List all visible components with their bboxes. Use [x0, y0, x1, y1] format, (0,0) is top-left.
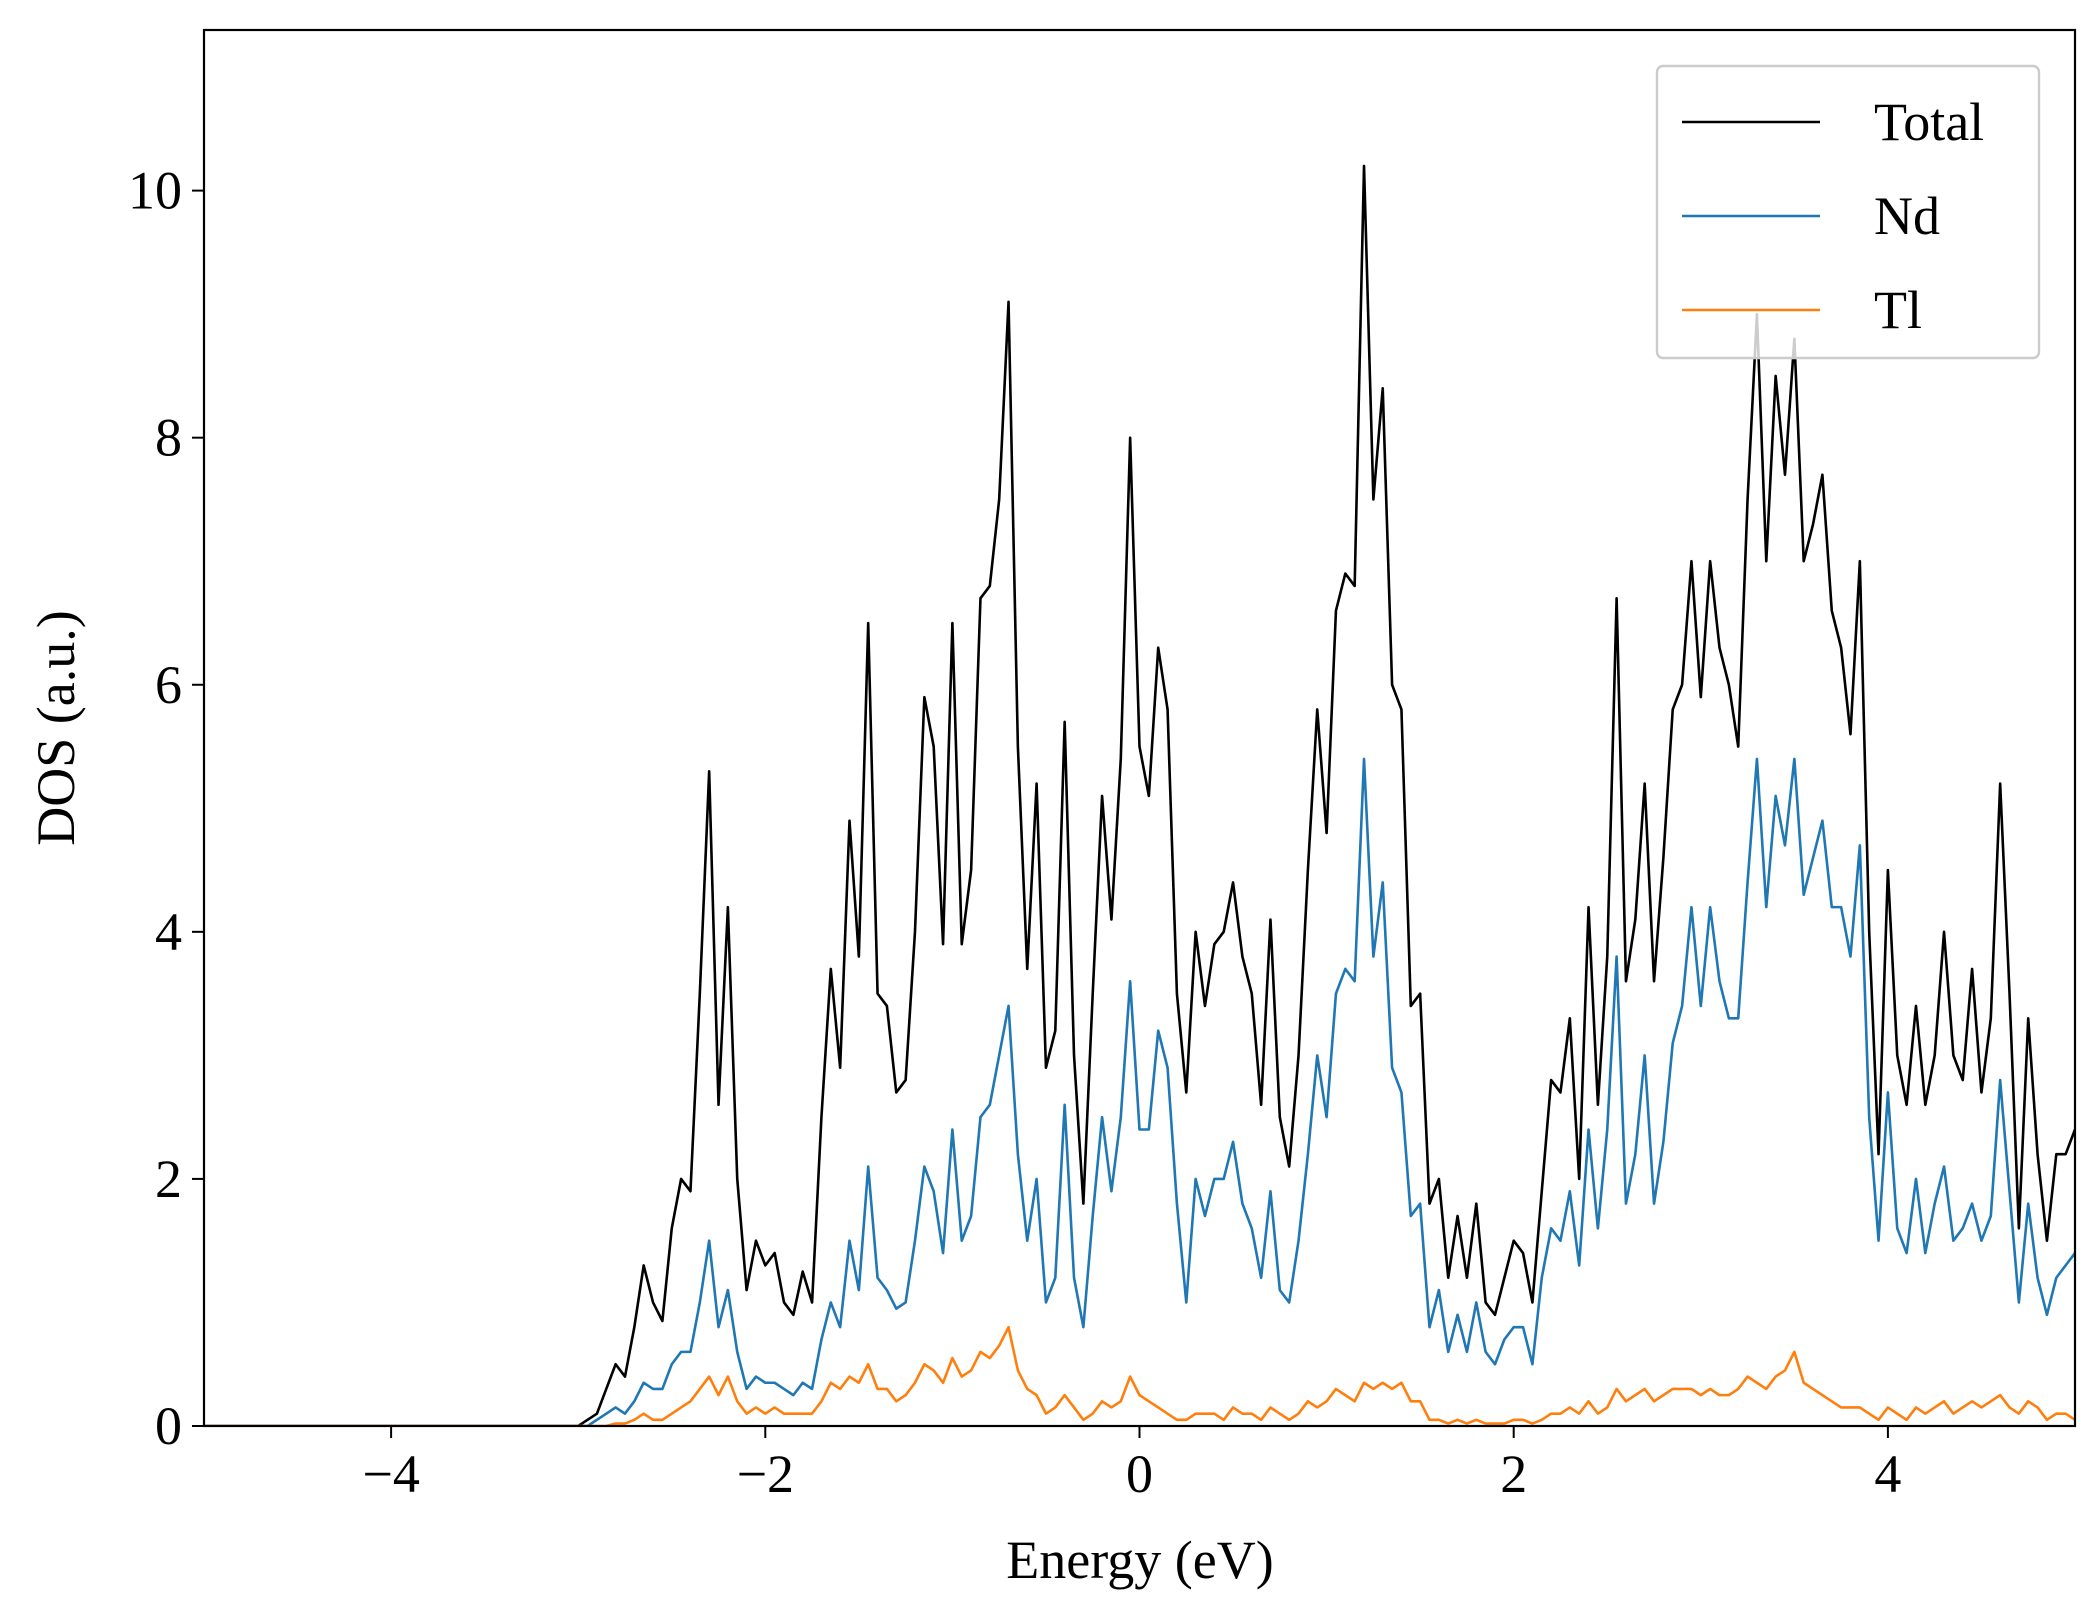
x-tick-label: 2	[1500, 1444, 1527, 1504]
x-tick-label: −2	[737, 1444, 794, 1504]
x-tick-label: 0	[1126, 1444, 1153, 1504]
legend-label: Tl	[1874, 280, 1922, 340]
series-line	[204, 757, 2075, 1426]
x-axis-label: Energy (eV)	[1006, 1530, 1273, 1590]
y-tick-label: 6	[155, 655, 182, 715]
x-tick-label: 4	[1874, 1444, 1901, 1504]
series-line	[204, 1325, 2075, 1426]
x-tick-label: −4	[362, 1444, 419, 1504]
legend-label: Nd	[1874, 186, 1940, 246]
series-line	[204, 164, 2075, 1426]
legend-label: Total	[1874, 92, 1984, 152]
y-tick-label: 8	[155, 408, 182, 468]
legend-box	[1655, 64, 2041, 360]
y-tick-label: 2	[155, 1149, 182, 1209]
y-tick-label: 10	[128, 161, 182, 221]
y-axis-label: DOS (a.u.)	[26, 610, 86, 845]
y-tick-label: 4	[155, 902, 182, 962]
y-tick-label: 0	[155, 1396, 182, 1456]
